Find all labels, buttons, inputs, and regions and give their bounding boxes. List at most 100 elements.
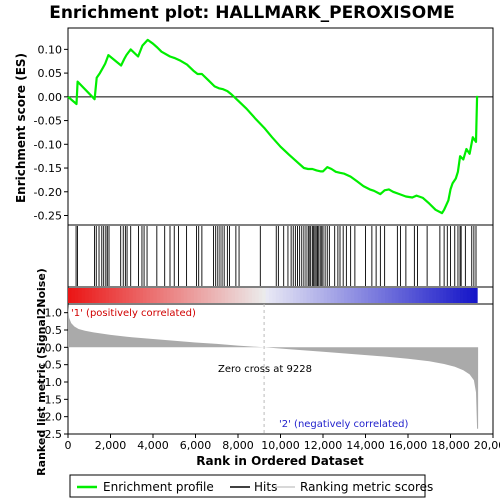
heatmap-cell — [122, 288, 127, 303]
heatmap-cell — [289, 288, 294, 303]
heatmap-cell — [235, 288, 240, 303]
heatmap-cell — [337, 288, 342, 303]
zero-cross-label: Zero cross at 9228 — [218, 364, 312, 375]
heatmap-cell — [313, 288, 318, 303]
heatmap-cell — [183, 288, 188, 303]
heatmap-cell — [258, 288, 263, 303]
es-y-tick-label: -0.20 — [34, 186, 62, 199]
heatmap-cell — [279, 288, 284, 303]
heatmap-cell — [316, 288, 321, 303]
heatmap-cell — [466, 288, 471, 303]
es-y-axis-title: Enrichment score (ES) — [14, 53, 28, 203]
x-axis: 0 2,000 4,000 6,000 8,000 10,000 12,000 14,000 1… — [65, 434, 500, 452]
chart-title: Enrichment plot: HALLMARK_PEROXISOME — [49, 3, 455, 23]
heatmap-cell — [333, 288, 338, 303]
negative-correlation-label: '2' (negatively correlated) — [279, 419, 408, 430]
legend-box — [69, 474, 426, 498]
heatmap-cell — [85, 288, 90, 303]
heatmap-cell — [166, 288, 171, 303]
heatmap-cell — [429, 288, 434, 303]
es-series-line — [67, 38, 479, 215]
x-tick-label: 14,000 — [346, 439, 385, 452]
heatmap-cell — [132, 288, 137, 303]
heatmap-cell — [361, 288, 366, 303]
heatmap-cell — [197, 288, 202, 303]
es-panel-frame — [67, 27, 494, 226]
x-tick-label: 10,000 — [261, 439, 300, 452]
heatmap-cell — [224, 288, 229, 303]
metric-y-axis: 1.0 0.5 0.0 -0.5 -1.0 -1.5 -2.0 -2.5 — [41, 307, 68, 441]
heatmap-cell — [214, 288, 219, 303]
heatmap-cell — [200, 288, 205, 303]
es-y-axis: 0.10 0.05 0.00 -0.05 -0.10 -0.15 -0.20 -0.25 — [34, 43, 68, 223]
heatmap-cell — [190, 288, 195, 303]
metric-y-tick-label: -1.0 — [41, 376, 62, 389]
heatmap-cell — [248, 288, 253, 303]
heatmap-cell — [228, 288, 233, 303]
es-y-tick-label: 0.05 — [38, 67, 63, 80]
metric-y-tick-label: 0.0 — [45, 341, 63, 354]
heatmap-cell — [405, 288, 410, 303]
heatmap-cell — [265, 288, 270, 303]
x-tick-label: 8,000 — [222, 439, 254, 452]
heatmap-cell — [453, 288, 458, 303]
x-tick-label: 18,000 — [431, 439, 470, 452]
heatmap-cell — [81, 288, 86, 303]
heatmap-cell — [357, 288, 362, 303]
es-curve — [67, 38, 479, 215]
heatmap-cell — [449, 288, 454, 303]
x-axis-title: Rank in Ordered Dataset — [196, 454, 364, 468]
heatmap-cell — [98, 288, 103, 303]
heatmap-cell — [142, 288, 148, 303]
positive-correlation-label: '1' (positively correlated) — [71, 308, 196, 319]
heatmap-cell — [306, 288, 311, 303]
heatmap-cell — [395, 288, 400, 303]
heatmap-cell — [367, 288, 372, 303]
es-y-tick-label: 0.10 — [38, 43, 63, 56]
x-tick-label: 4,000 — [137, 439, 169, 452]
heatmap-cell — [408, 288, 413, 303]
heatmap-cell — [187, 288, 192, 303]
es-y-tick-label: -0.10 — [34, 138, 62, 151]
heatmap-cell — [136, 288, 141, 303]
heatmap-cell — [473, 288, 478, 303]
heatmap-cell — [378, 288, 383, 303]
legend-label-enrichment: Enrichment profile — [103, 480, 214, 494]
heatmap-cell — [88, 288, 93, 303]
heatmap-cell — [217, 288, 222, 303]
heatmap-cell — [245, 288, 250, 303]
heatmap-cell — [68, 288, 73, 303]
heatmap-cell — [112, 288, 117, 303]
heatmap-cell — [439, 288, 444, 303]
x-tick-label: 12,000 — [304, 439, 343, 452]
heatmap-cell — [231, 288, 236, 303]
heatmap-cell — [95, 288, 100, 303]
heatmap-cell — [194, 288, 199, 303]
x-tick-label: 16,000 — [389, 439, 428, 452]
heatmap-cell — [344, 288, 349, 303]
heatmap-cell — [398, 288, 403, 303]
heatmap-cell — [105, 288, 110, 303]
heatmap-cell — [320, 288, 325, 303]
x-tick-label: 20,000 — [474, 439, 500, 452]
heatmap-cell — [71, 288, 76, 303]
hits-panel-frame — [67, 224, 494, 288]
heatmap-cell — [374, 288, 379, 303]
heatmap-cell — [238, 288, 243, 303]
heatmap-cell — [115, 288, 120, 303]
heatmap-cell — [385, 288, 390, 303]
x-tick-label: 0 — [65, 439, 72, 452]
heatmap-cell — [204, 288, 209, 303]
heatmap-cell — [282, 288, 287, 303]
heatmap-cell — [371, 288, 376, 303]
metric-y-tick-label: 0.5 — [45, 324, 63, 337]
heatmap-cell — [125, 288, 130, 303]
heatmap-cell — [211, 288, 216, 303]
heatmap-cell — [78, 288, 83, 303]
metric-y-axis-title: Ranked list metric (Signal2Noise) — [35, 268, 48, 476]
heatmap-cell — [146, 288, 151, 303]
metric-y-tick-label: -2.5 — [41, 428, 62, 441]
heatmap-cell — [299, 288, 304, 303]
heatmap-cell — [177, 288, 182, 303]
heatmap-cell — [340, 288, 345, 303]
